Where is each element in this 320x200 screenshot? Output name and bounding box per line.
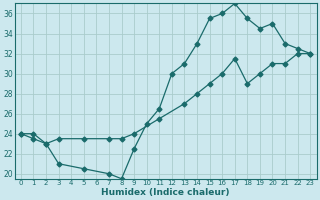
X-axis label: Humidex (Indice chaleur): Humidex (Indice chaleur) <box>101 188 230 197</box>
